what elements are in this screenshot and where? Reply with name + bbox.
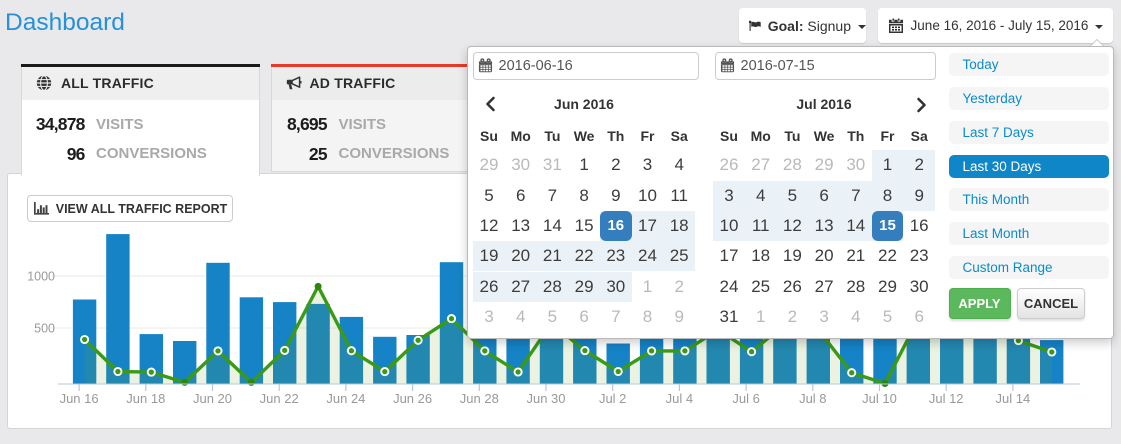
svg-text:Jun 30: Jun 30 [526,391,565,406]
svg-text:Jul 12: Jul 12 [929,391,964,406]
svg-text:Jul 2: Jul 2 [599,391,626,406]
svg-text:Jul 14: Jul 14 [996,391,1031,406]
svg-text:Jun 20: Jun 20 [193,391,232,406]
svg-text:1000: 1000 [27,270,55,284]
svg-text:Jul 6: Jul 6 [732,391,759,406]
svg-text:500: 500 [34,322,55,336]
svg-text:Jul 4: Jul 4 [666,391,693,406]
svg-text:Jun 22: Jun 22 [260,391,299,406]
svg-text:Jun 26: Jun 26 [393,391,432,406]
svg-text:Jun 16: Jun 16 [60,391,99,406]
svg-text:Jun 18: Jun 18 [126,391,165,406]
svg-text:Jul 8: Jul 8 [799,391,826,406]
svg-text:Jun 24: Jun 24 [326,391,365,406]
svg-text:Jul 10: Jul 10 [862,391,897,406]
svg-text:Jun 28: Jun 28 [460,391,499,406]
